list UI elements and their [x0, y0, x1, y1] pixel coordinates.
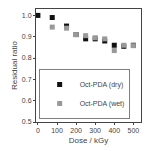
- svg-text:0.8: 0.8: [22, 54, 32, 61]
- svg-text:300: 300: [89, 127, 101, 134]
- svg-text:500: 500: [128, 127, 140, 134]
- svg-text:400: 400: [108, 127, 120, 134]
- svg-text:0.5: 0.5: [22, 118, 32, 125]
- svg-text:0.6: 0.6: [22, 97, 32, 104]
- svg-text:1.0: 1.0: [22, 12, 32, 19]
- svg-text:0: 0: [36, 127, 40, 134]
- svg-text:Residual ratio: Residual ratio: [10, 40, 19, 89]
- svg-text:0.7: 0.7: [22, 76, 32, 83]
- svg-text:100: 100: [51, 127, 63, 134]
- svg-text:Oct-PDA (wet): Oct-PDA (wet): [80, 100, 125, 108]
- svg-text:200: 200: [70, 127, 82, 134]
- svg-text:0.9: 0.9: [22, 33, 32, 40]
- svg-text:Dose / kGy: Dose / kGy: [69, 136, 109, 145]
- svg-text:Oct-PDA (dry): Oct-PDA (dry): [80, 81, 124, 89]
